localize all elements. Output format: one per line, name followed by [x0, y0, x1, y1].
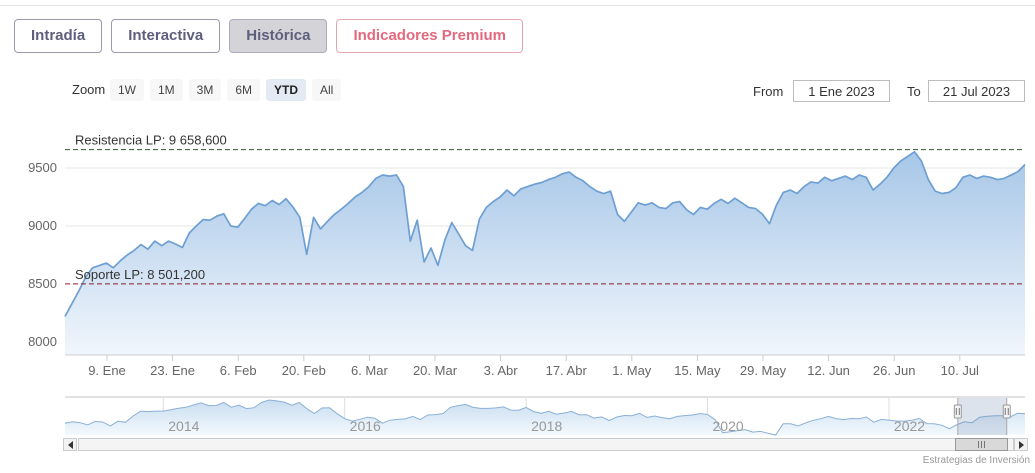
range-button-ytd[interactable]: YTD — [266, 79, 307, 101]
x-axis-label: 20. Mar — [413, 363, 458, 378]
navigator-selected-range[interactable] — [957, 398, 1007, 435]
navigator-year-label: 2020 — [713, 418, 744, 434]
from-label: From — [753, 84, 784, 99]
zoom-label: Zoom — [72, 82, 106, 97]
navigator-handle-right[interactable] — [1002, 404, 1011, 419]
range-button-6m[interactable]: 6M — [227, 79, 261, 101]
x-axis-label: 6. Feb — [220, 363, 257, 378]
tab-intradia[interactable]: Intradía — [14, 19, 103, 53]
range-selector: 1W 1M 3M 6M YTD All — [110, 79, 342, 101]
y-axis-label: 9000 — [28, 218, 57, 233]
x-axis-label: 17. Abr — [546, 363, 588, 378]
navigator-area — [65, 400, 1025, 435]
to-label: To — [907, 84, 921, 99]
x-axis-ticks: 9. Ene 23. Ene 6. Feb 20. Feb 6. Mar 20. Mar 3… — [88, 355, 979, 378]
chart-tabs: Intradía Interactiva Histórica Indicador… — [14, 19, 523, 53]
price-area — [65, 151, 1025, 355]
tab-historica[interactable]: Histórica — [229, 19, 328, 53]
x-axis-label: 26. Jun — [873, 363, 916, 378]
navigator-year-label: 2014 — [168, 418, 199, 434]
x-axis-label: 29. May — [740, 363, 787, 378]
scrollbar-thumb[interactable] — [955, 438, 1008, 451]
navigator-year-labels: 2014 2016 2018 2020 2022 — [168, 418, 925, 434]
scrollbar-left-button[interactable] — [63, 438, 77, 451]
x-axis-label: 12. Jun — [807, 363, 850, 378]
credits-text: Estrategias de Inversión — [922, 455, 1030, 466]
support-label: Soporte LP: 8 501,200 — [75, 267, 205, 282]
range-button-all[interactable]: All — [312, 79, 342, 101]
left-arrow-icon — [67, 440, 73, 449]
navigator-year-label: 2022 — [894, 418, 925, 434]
resistance-label: Resistencia LP: 9 658,600 — [75, 133, 227, 148]
x-axis-label: 6. Mar — [351, 363, 389, 378]
range-button-1m[interactable]: 1M — [150, 79, 183, 101]
x-axis-label: 10. Jul — [941, 363, 979, 378]
tab-indicadores-premium[interactable]: Indicadores Premium — [336, 19, 523, 53]
top-divider — [0, 5, 1035, 6]
navigator-handle-left[interactable] — [953, 404, 962, 419]
range-button-3m[interactable]: 3M — [188, 79, 222, 101]
navigator-year-label: 2016 — [350, 418, 381, 434]
x-axis-label: 23. Ene — [150, 363, 195, 378]
to-date-input[interactable] — [928, 80, 1025, 102]
scrollbar-right-button[interactable] — [1014, 438, 1028, 451]
tab-interactiva[interactable]: Interactiva — [111, 19, 221, 53]
y-axis-label: 8500 — [28, 276, 57, 291]
x-axis-label: 1. May — [612, 363, 652, 378]
scrollbar-track[interactable] — [78, 438, 1014, 451]
right-arrow-icon — [1018, 440, 1024, 449]
x-axis-label: 15. May — [674, 363, 721, 378]
navigator-year-label: 2018 — [531, 418, 562, 434]
range-button-1w[interactable]: 1W — [110, 79, 144, 101]
x-axis-label: 3. Abr — [484, 363, 519, 378]
x-axis-label: 9. Ene — [88, 363, 126, 378]
navigator-line — [64, 399, 1026, 436]
from-date-input[interactable] — [793, 80, 890, 102]
x-axis-label: 20. Feb — [282, 363, 326, 378]
y-axis-label: 8000 — [28, 334, 57, 349]
y-axis-label: 9500 — [28, 160, 57, 175]
price-line — [64, 150, 1026, 317]
